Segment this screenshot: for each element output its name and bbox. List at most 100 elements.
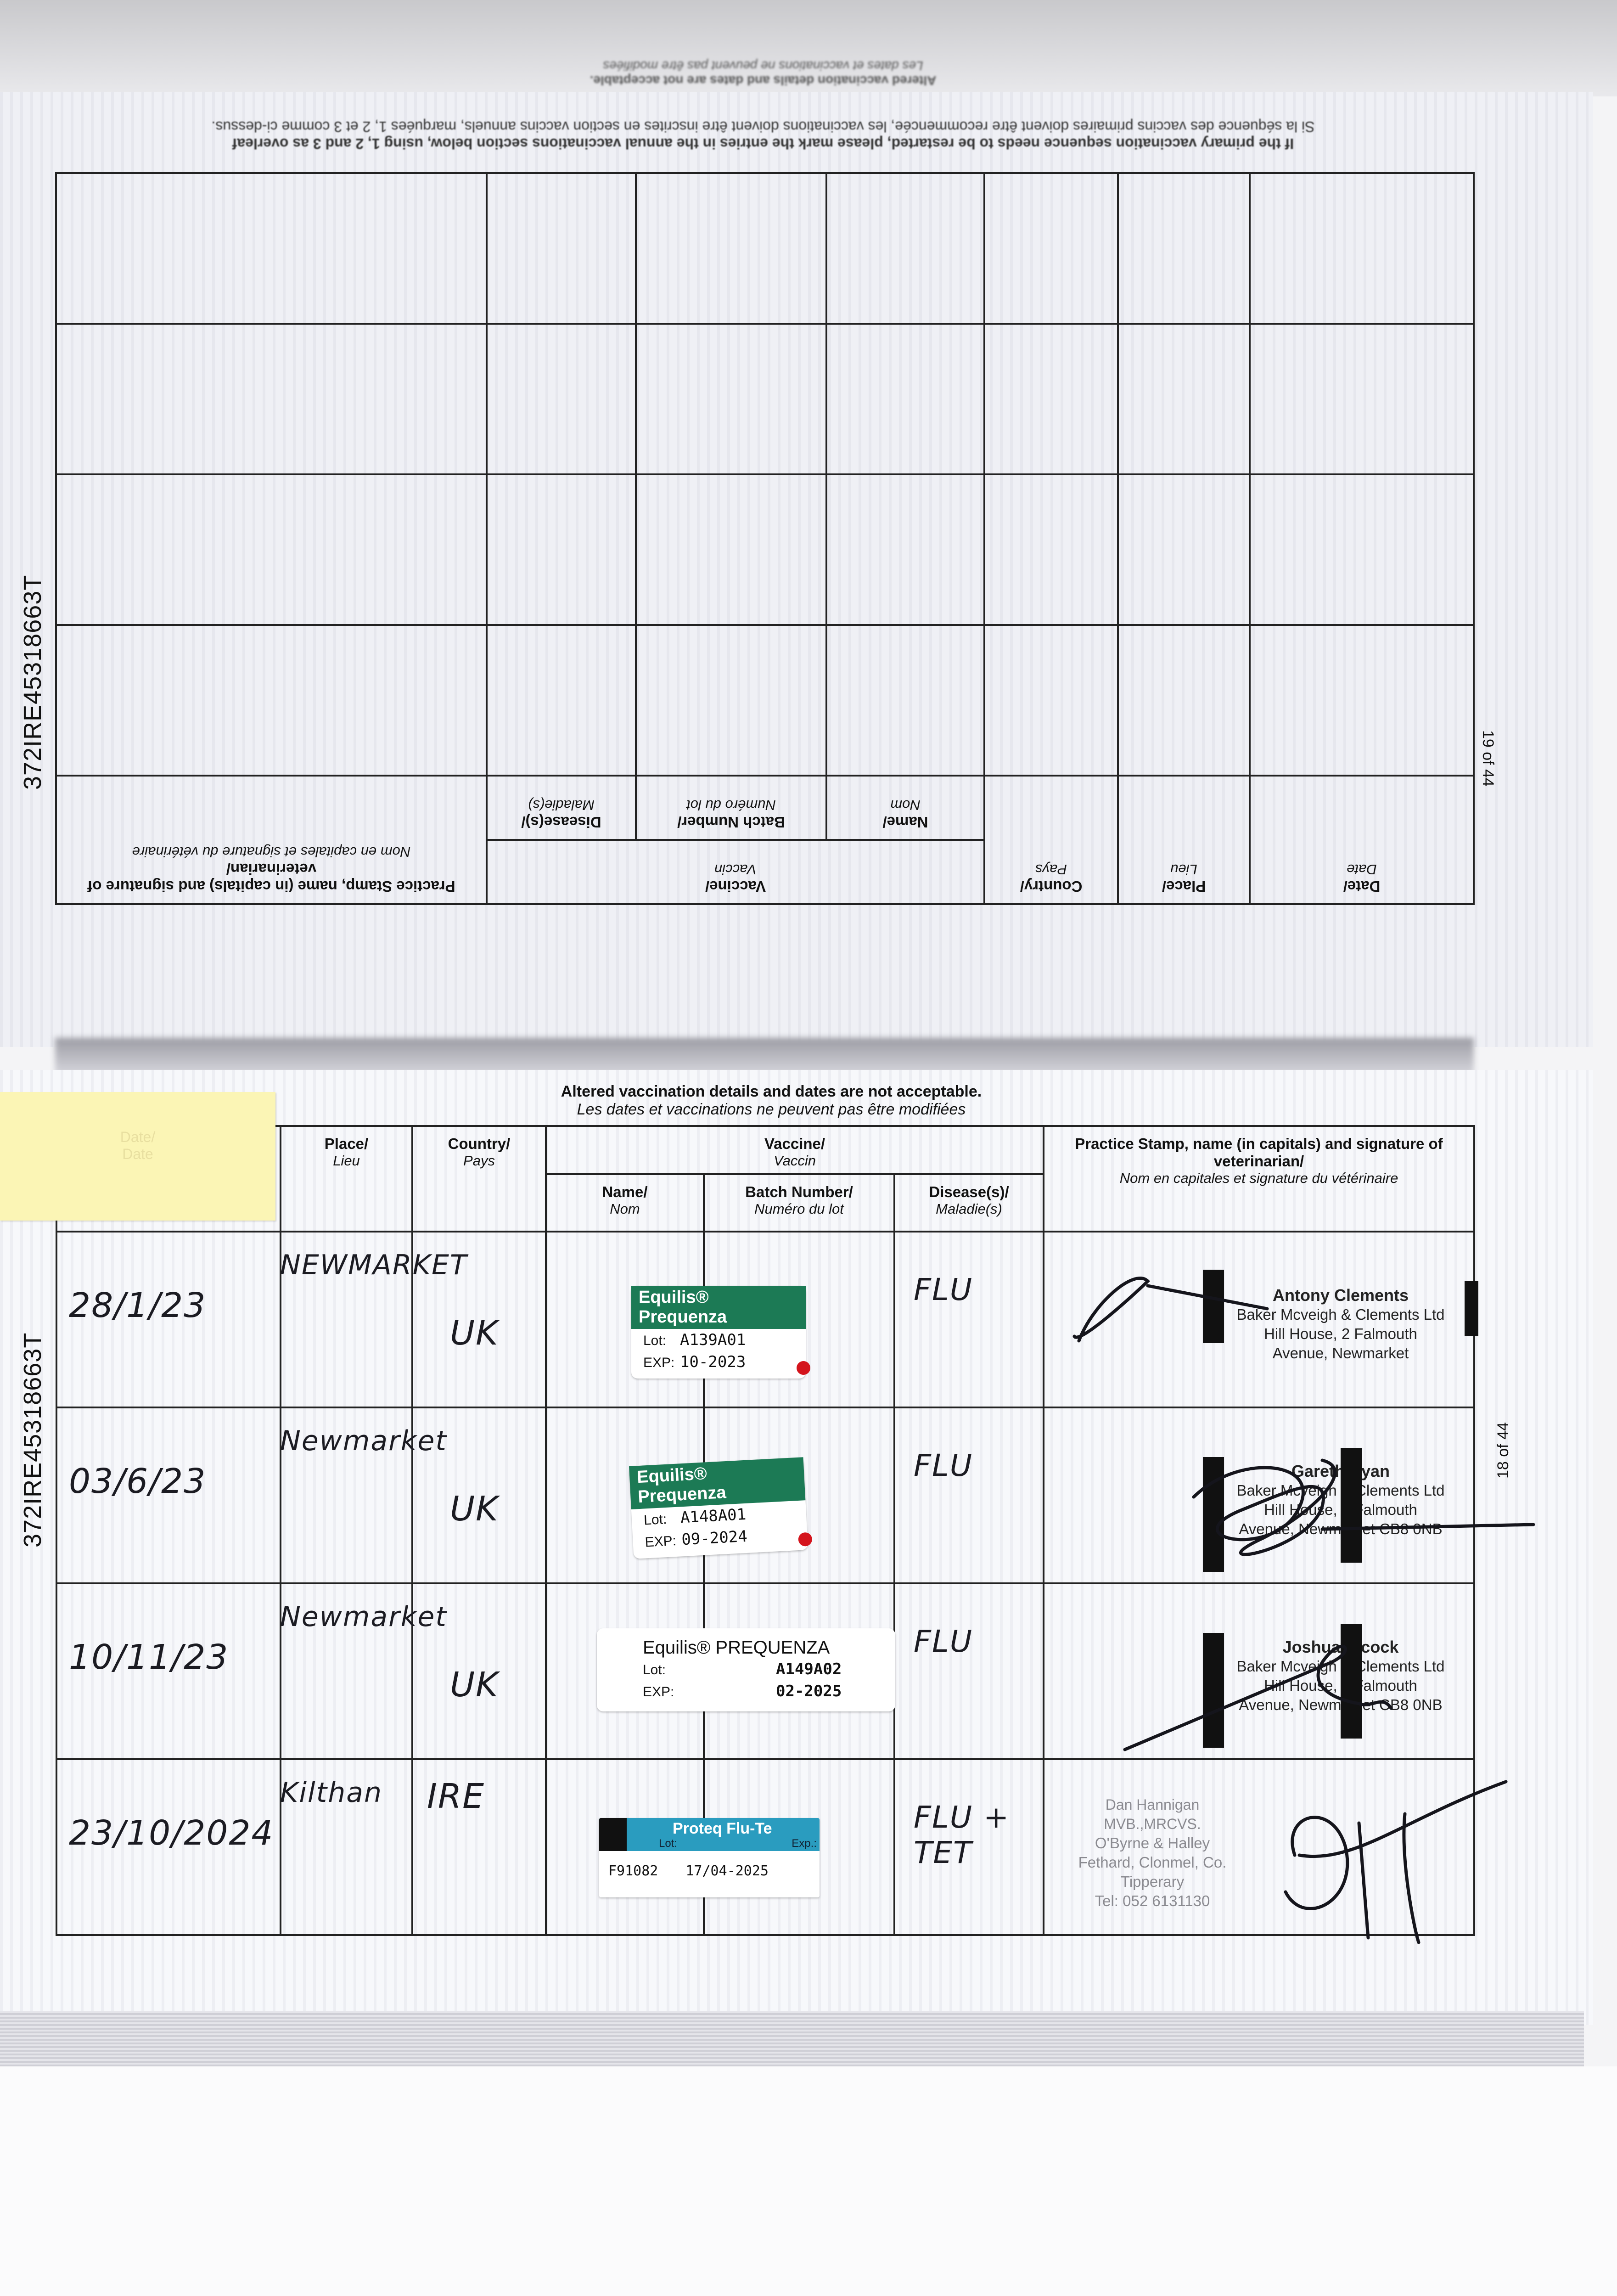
table-cell[interactable] <box>1250 474 1474 625</box>
lot-number: A139A01 <box>680 1331 746 1349</box>
stamp-border-left <box>1203 1457 1224 1572</box>
table-cell[interactable] <box>280 1582 413 1760</box>
table-cell[interactable] <box>826 324 984 474</box>
table-cell[interactable] <box>984 474 1118 625</box>
entry-place: Newmarket <box>280 1425 447 1457</box>
header-batch-number-en: Batch Number/ <box>677 814 785 831</box>
page-number-bottom: 18 of 44 <box>1494 1422 1512 1479</box>
table-cell[interactable] <box>280 1758 413 1936</box>
header-place-en: Place/ <box>1162 878 1206 895</box>
top-page-rotated: Date/Date Place/Lieu Country/Pays Vaccine/V… <box>56 33 1475 905</box>
stamp-border-right <box>1465 1281 1478 1336</box>
exp-label: EXP: <box>643 1355 675 1370</box>
table-cell[interactable] <box>984 173 1118 324</box>
table-cell[interactable] <box>411 1582 547 1760</box>
entry-disease: FLU <box>914 1272 973 1307</box>
header-practice-en: Practice Stamp, name (in capitals) and s… <box>87 861 455 895</box>
table-cell[interactable] <box>893 1582 1045 1760</box>
table-cell[interactable] <box>56 1231 281 1408</box>
page-edges <box>0 2011 1584 2066</box>
table-cell[interactable] <box>56 625 487 776</box>
header-disease-fr: Maladie(s) <box>936 1201 1002 1217</box>
practice-stamp: Dan Hannigan MVB.,MRCVS. O'Byrne & Halley… <box>1056 1795 1249 1911</box>
expiry-date: 10-2023 <box>680 1353 746 1371</box>
sticker-red-corner <box>797 1361 810 1375</box>
stamp-line: Avenue, Newmarket <box>1272 1345 1409 1362</box>
lot-number: F91082 <box>608 1863 658 1879</box>
table-cell[interactable] <box>826 474 984 625</box>
table-cell[interactable] <box>56 324 487 474</box>
header-disease-fr: Maladie(s) <box>528 797 595 813</box>
header-batch-number-en: Batch Number/ <box>745 1183 853 1200</box>
table-cell[interactable] <box>893 1231 1045 1408</box>
header-place-fr: Lieu <box>1170 861 1197 878</box>
header-disease: Disease(s)/Maladie(s) <box>893 1173 1045 1232</box>
table-cell[interactable] <box>280 1407 413 1584</box>
table-cell[interactable] <box>984 625 1118 776</box>
lot-number: A149A02 <box>776 1660 842 1678</box>
lot-number: A148A01 <box>679 1505 747 1527</box>
table-cell[interactable] <box>893 1758 1045 1936</box>
table-cell[interactable] <box>486 625 636 776</box>
sticky-note: Date/ Date <box>0 1092 275 1221</box>
table-cell[interactable] <box>411 1758 547 1936</box>
table-cell[interactable] <box>486 324 636 474</box>
header-disease-en: Disease(s)/ <box>521 814 601 831</box>
expiry-date: 17/04-2025 <box>685 1863 769 1879</box>
table-cell[interactable] <box>1250 173 1474 324</box>
header-place: Place/Lieu <box>280 1125 413 1232</box>
notice-fr: Les dates et vaccinations ne peuvent pas… <box>577 1101 966 1118</box>
table-cell[interactable] <box>486 173 636 324</box>
table-cell[interactable] <box>636 625 826 776</box>
header-practice-fr: Nom en capitales et signature du vétérin… <box>132 844 411 860</box>
notice-en: Altered vaccination details and dates ar… <box>561 1083 982 1100</box>
table-cell[interactable] <box>1250 324 1474 474</box>
header-practice: Practice Stamp, name (in capitals) and s… <box>1043 1125 1476 1232</box>
table-cell[interactable] <box>411 1407 547 1584</box>
table-cell[interactable] <box>280 1231 413 1408</box>
table-cell[interactable] <box>56 1758 281 1936</box>
vaccine-brand: Equilis® PREQUENZA <box>643 1638 830 1658</box>
entry-disease: FLU + TET <box>914 1800 1010 1870</box>
scanner-background-bottom <box>0 2066 1617 2296</box>
exp-label: Exp.: <box>792 1837 817 1850</box>
table-cell[interactable] <box>826 173 984 324</box>
table-cell[interactable] <box>1250 625 1474 776</box>
restart-note-fr: Si la séquence des vaccins primaires doi… <box>211 118 1315 135</box>
table-row <box>56 625 1474 776</box>
table-cell[interactable] <box>984 324 1118 474</box>
header-country-fr: Pays <box>1035 861 1067 878</box>
scanner-background <box>0 0 1617 96</box>
table-cell[interactable] <box>486 474 636 625</box>
table-cell[interactable] <box>56 1582 281 1760</box>
table-cell[interactable] <box>56 1407 281 1584</box>
table-row <box>56 474 1474 625</box>
header-vaccine-fr: Vaccin <box>774 1153 816 1169</box>
table-cell[interactable] <box>56 173 487 324</box>
table-row <box>56 324 1474 474</box>
table-cell[interactable] <box>636 173 826 324</box>
header-place-fr: Lieu <box>333 1153 360 1169</box>
vaccine-brand: Equilis® Prequenza <box>631 1286 806 1329</box>
passport-id-bottom: 372IRE45318663T <box>19 1332 46 1548</box>
stamp-line: Fethard, Clonmel, Co. Tipperary <box>1078 1854 1227 1890</box>
table-cell[interactable] <box>1118 625 1250 776</box>
table-cell[interactable] <box>826 625 984 776</box>
header-place-en: Place/ <box>324 1135 369 1152</box>
vaccination-table-top: Date/Date Place/Lieu Country/Pays Vaccine/V… <box>55 172 1475 905</box>
header-date-fr: Date <box>1347 861 1377 878</box>
table-cell[interactable] <box>411 1231 547 1408</box>
table-cell[interactable] <box>1118 474 1250 625</box>
table-cell[interactable] <box>1118 173 1250 324</box>
stamp-line: Hill House, 2 Falmouth <box>1264 1325 1417 1342</box>
header-batch-number-fr: Numéro du lot <box>754 1201 844 1217</box>
table-cell[interactable] <box>56 474 487 625</box>
table-cell[interactable] <box>636 474 826 625</box>
table-cell[interactable] <box>1118 324 1250 474</box>
entry-country: IRE <box>427 1777 485 1816</box>
stamp-border-left <box>1203 1270 1224 1343</box>
table-cell[interactable] <box>636 324 826 474</box>
table-cell[interactable] <box>893 1407 1045 1584</box>
header-batch-number-fr: Numéro du lot <box>686 797 776 813</box>
stamp-line: Tel: 052 6131130 <box>1095 1892 1210 1909</box>
